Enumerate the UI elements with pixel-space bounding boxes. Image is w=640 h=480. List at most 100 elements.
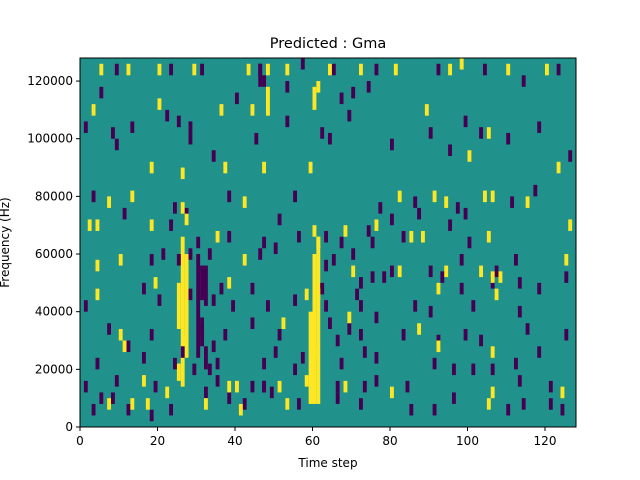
high-value-cell xyxy=(359,63,363,76)
low-value-cell xyxy=(440,271,445,283)
low-value-cell xyxy=(428,127,433,139)
high-value-run xyxy=(266,86,270,116)
low-value-cell xyxy=(207,248,212,260)
high-value-cell xyxy=(91,104,96,116)
high-value-cell xyxy=(122,340,127,353)
low-value-cell xyxy=(211,294,216,306)
low-value-cell xyxy=(83,121,88,133)
low-value-cell xyxy=(169,219,174,231)
low-value-cell xyxy=(370,271,375,283)
low-value-cell xyxy=(351,86,356,99)
low-value-cell xyxy=(188,288,193,301)
low-value-cell xyxy=(297,230,301,243)
low-value-cell xyxy=(285,81,290,93)
x-axis-label: Time step xyxy=(297,456,357,470)
high-value-cell xyxy=(486,398,491,410)
low-value-cell xyxy=(293,294,298,306)
low-value-cell xyxy=(262,75,267,87)
high-value-cell xyxy=(486,230,491,243)
low-value-cell xyxy=(297,398,301,410)
high-value-cell xyxy=(490,271,495,283)
x-tick-label: 40 xyxy=(227,434,242,448)
high-value-cell xyxy=(560,386,565,399)
high-value-cell xyxy=(308,161,313,174)
high-value-cell xyxy=(180,202,185,214)
low-value-cell xyxy=(413,196,418,208)
y-tick-label: 80000 xyxy=(35,189,73,203)
high-value-cell xyxy=(266,63,270,76)
low-value-cell xyxy=(413,300,418,312)
low-value-cell xyxy=(335,334,340,347)
high-value-cell xyxy=(95,219,100,231)
low-value-cell xyxy=(537,121,542,133)
high-value-cell xyxy=(246,63,251,76)
low-value-cell xyxy=(99,392,104,404)
high-value-run xyxy=(176,363,181,381)
y-axis-label: Frequency (Hz) xyxy=(0,197,12,288)
low-value-cell xyxy=(285,115,290,128)
low-value-cell xyxy=(269,386,274,399)
low-value-cell xyxy=(467,236,472,249)
low-value-cell xyxy=(165,109,170,122)
low-value-cell xyxy=(359,398,363,410)
high-value-cell xyxy=(130,398,135,410)
low-value-cell xyxy=(537,282,542,295)
low-value-cell xyxy=(479,127,484,139)
high-value-cell xyxy=(130,190,135,203)
high-value-run xyxy=(308,311,313,404)
low-value-cell xyxy=(366,225,371,237)
low-value-cell xyxy=(506,403,511,416)
low-value-cell xyxy=(320,282,325,295)
high-value-cell xyxy=(118,254,123,266)
high-value-cell xyxy=(149,161,154,174)
low-value-cell xyxy=(126,403,131,416)
high-value-cell xyxy=(304,375,309,387)
low-value-cell xyxy=(300,352,305,364)
low-value-cell xyxy=(374,352,379,364)
high-value-cell xyxy=(149,219,154,231)
low-value-cell xyxy=(266,300,270,312)
low-value-cell xyxy=(149,254,154,266)
x-tick-label: 60 xyxy=(305,434,320,448)
high-value-cell xyxy=(142,375,146,387)
high-value-cell xyxy=(343,225,348,237)
high-value-cell xyxy=(250,104,255,116)
low-value-cell xyxy=(339,236,344,249)
high-value-cell xyxy=(95,288,100,301)
low-value-cell xyxy=(463,207,468,220)
high-value-cell xyxy=(444,265,449,278)
low-value-cell xyxy=(142,352,146,364)
low-value-cell xyxy=(149,328,154,341)
y-tick-label: 0 xyxy=(65,420,73,434)
low-value-cell xyxy=(111,127,115,139)
low-value-cell xyxy=(471,363,476,376)
high-value-cell xyxy=(486,127,491,139)
high-value-cell xyxy=(564,254,569,266)
y-axis-ticks: 0 20000 40000 60000 80000 100000 120000 xyxy=(27,74,80,434)
low-value-cell xyxy=(463,328,468,341)
low-value-cell xyxy=(207,363,212,376)
low-value-cell xyxy=(359,277,363,289)
low-value-cell xyxy=(204,386,208,399)
low-value-cell xyxy=(521,75,526,87)
high-value-cell xyxy=(424,104,429,116)
low-value-cell xyxy=(494,265,499,278)
low-value-cell xyxy=(130,121,135,133)
high-value-cell xyxy=(312,225,317,237)
low-value-run xyxy=(200,265,205,301)
low-value-cell xyxy=(273,346,278,358)
low-value-cell xyxy=(335,392,340,404)
high-value-cell xyxy=(227,380,232,393)
low-value-cell xyxy=(335,380,340,393)
low-value-cell xyxy=(506,132,511,145)
y-tick-label: 40000 xyxy=(35,305,73,319)
low-value-cell xyxy=(176,254,181,266)
low-value-cell xyxy=(227,230,232,243)
low-value-cell xyxy=(347,323,352,335)
high-value-cell xyxy=(184,334,189,347)
low-value-cell xyxy=(459,282,464,295)
low-value-cell xyxy=(374,375,379,387)
low-value-cell xyxy=(99,86,104,99)
low-value-run xyxy=(204,265,208,306)
low-value-cell xyxy=(211,340,216,353)
